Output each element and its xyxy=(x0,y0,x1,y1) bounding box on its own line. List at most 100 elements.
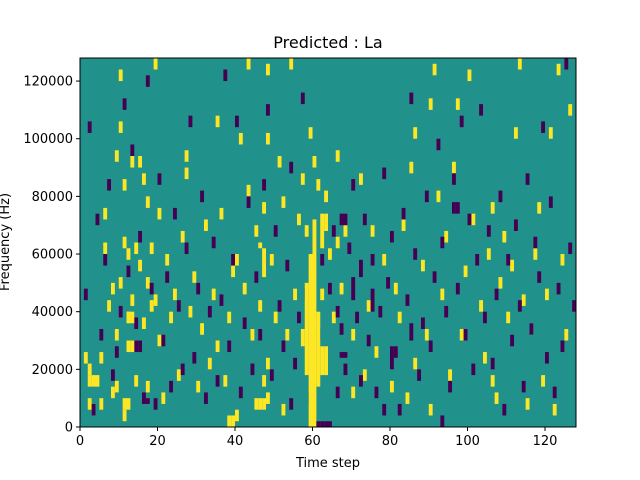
heatmap-cell-high xyxy=(207,357,212,370)
heatmap-cell-low xyxy=(95,213,100,226)
heatmap-cell-high xyxy=(238,132,243,145)
heatmap-cell-high xyxy=(506,311,511,324)
heatmap-cell-high xyxy=(568,104,573,116)
heatmap-cells xyxy=(83,58,577,427)
x-tick-label: 40 xyxy=(227,434,244,449)
heatmap-cell-high xyxy=(467,69,472,82)
heatmap-cell-low xyxy=(211,236,216,249)
heatmap-cell-low xyxy=(568,242,573,255)
heatmap-cell-high xyxy=(142,317,146,329)
heatmap-cell-low xyxy=(467,213,472,226)
heatmap-cell-high xyxy=(401,219,406,231)
heatmap-cell-high xyxy=(312,219,317,427)
heatmap-cell-high xyxy=(300,328,305,347)
heatmap-cell-high xyxy=(227,415,232,427)
heatmap-cell-high xyxy=(262,202,267,214)
heatmap-cell-low xyxy=(328,282,332,295)
heatmap-cell-high xyxy=(258,398,263,410)
heatmap-cell-low xyxy=(169,380,174,393)
heatmap-cell-low xyxy=(362,213,367,226)
heatmap-cell-low xyxy=(215,375,220,387)
heatmap-cell-high xyxy=(126,248,131,260)
heatmap-cell-low xyxy=(339,352,344,358)
heatmap-cell-high xyxy=(335,150,340,162)
heatmap-cell-high xyxy=(521,294,526,306)
heatmap-cell-low xyxy=(424,190,429,203)
heatmap-cell-high xyxy=(533,248,538,260)
heatmap-cell-high xyxy=(180,230,185,243)
heatmap-cell-low xyxy=(440,415,445,427)
heatmap-cell-low xyxy=(343,363,348,376)
heatmap-cell-low xyxy=(277,300,282,312)
heatmap-cell-high xyxy=(184,167,189,180)
heatmap-cell-low xyxy=(428,340,433,353)
heatmap-cell-low xyxy=(475,254,480,266)
heatmap-cell-low xyxy=(471,363,476,376)
heatmap-cell-high xyxy=(459,328,464,341)
heatmap-cell-high xyxy=(548,127,553,139)
heatmap-cell-high xyxy=(479,300,484,312)
heatmap-cell-high xyxy=(215,340,220,353)
heatmap-cell-high xyxy=(254,225,259,237)
heatmap-cell-high xyxy=(502,230,507,243)
heatmap-cell-low xyxy=(382,167,387,180)
heatmap-cell-high xyxy=(359,173,363,185)
heatmap-cell-low xyxy=(320,421,325,427)
heatmap-cell-high xyxy=(494,392,499,404)
heatmap-cell-low xyxy=(335,305,340,318)
heatmap-cell-high xyxy=(173,288,177,301)
heatmap-cell-high xyxy=(304,282,309,376)
heatmap-cell-high xyxy=(405,392,410,404)
heatmap-cell-low xyxy=(448,380,453,393)
heatmap-cell-low xyxy=(331,225,336,237)
heatmap-cell-high xyxy=(211,288,216,301)
heatmap-cell-low xyxy=(207,305,212,318)
heatmap-cell-high xyxy=(126,340,131,353)
heatmap-cell-low xyxy=(142,398,146,404)
x-tick-label: 60 xyxy=(304,434,321,449)
heatmap-cell-high xyxy=(138,156,143,168)
heatmap-cell-low xyxy=(339,323,344,335)
heatmap-cell-low xyxy=(145,398,150,404)
heatmap-cell-low xyxy=(537,271,542,283)
heatmap-cell-low xyxy=(417,369,422,381)
heatmap-cell-low xyxy=(254,271,259,283)
heatmap-cell-high xyxy=(273,311,278,324)
heatmap-cell-high xyxy=(409,161,414,174)
heatmap-cell-low xyxy=(246,196,251,208)
heatmap-cell-high xyxy=(471,213,476,226)
heatmap-cell-low xyxy=(514,219,518,231)
heatmap-cell-high xyxy=(266,357,270,370)
heatmap-cell-low xyxy=(335,386,340,399)
heatmap-cell-high xyxy=(134,242,139,255)
heatmap-cell-high xyxy=(246,58,251,70)
heatmap-cell-low xyxy=(374,386,379,399)
heatmap-cell-low xyxy=(483,311,487,324)
y-tick-label: 0 xyxy=(65,421,73,436)
heatmap-cell-high xyxy=(130,156,135,168)
heatmap-cell-low xyxy=(463,328,468,341)
heatmap-cell-high xyxy=(297,213,301,226)
heatmap-cell-low xyxy=(316,421,321,427)
heatmap-cell-low xyxy=(409,323,414,341)
heatmap-cell-high xyxy=(308,254,313,427)
heatmap-cell-low xyxy=(289,161,294,174)
heatmap-cell-low xyxy=(145,75,150,87)
plot-area xyxy=(79,57,577,428)
heatmap-cell-high xyxy=(114,380,119,393)
heatmap-cell-high xyxy=(126,311,131,324)
heatmap-cell-high xyxy=(351,386,356,399)
heatmap-cell-high xyxy=(153,294,158,306)
heatmap-cell-high xyxy=(269,254,274,266)
heatmap-cell-low xyxy=(545,352,549,364)
heatmap-cell-low xyxy=(188,115,193,128)
x-tick-label: 100 xyxy=(455,434,480,449)
heatmap-cell-high xyxy=(223,375,228,387)
heatmap-cell-high xyxy=(114,150,119,162)
heatmap-cell-high xyxy=(122,236,127,249)
y-tick-label: 60000 xyxy=(32,248,73,263)
heatmap-cell-low xyxy=(328,421,332,427)
heatmap-cell-high xyxy=(328,248,332,260)
heatmap-cell-low xyxy=(153,398,158,410)
heatmap-cell-high xyxy=(262,398,267,410)
